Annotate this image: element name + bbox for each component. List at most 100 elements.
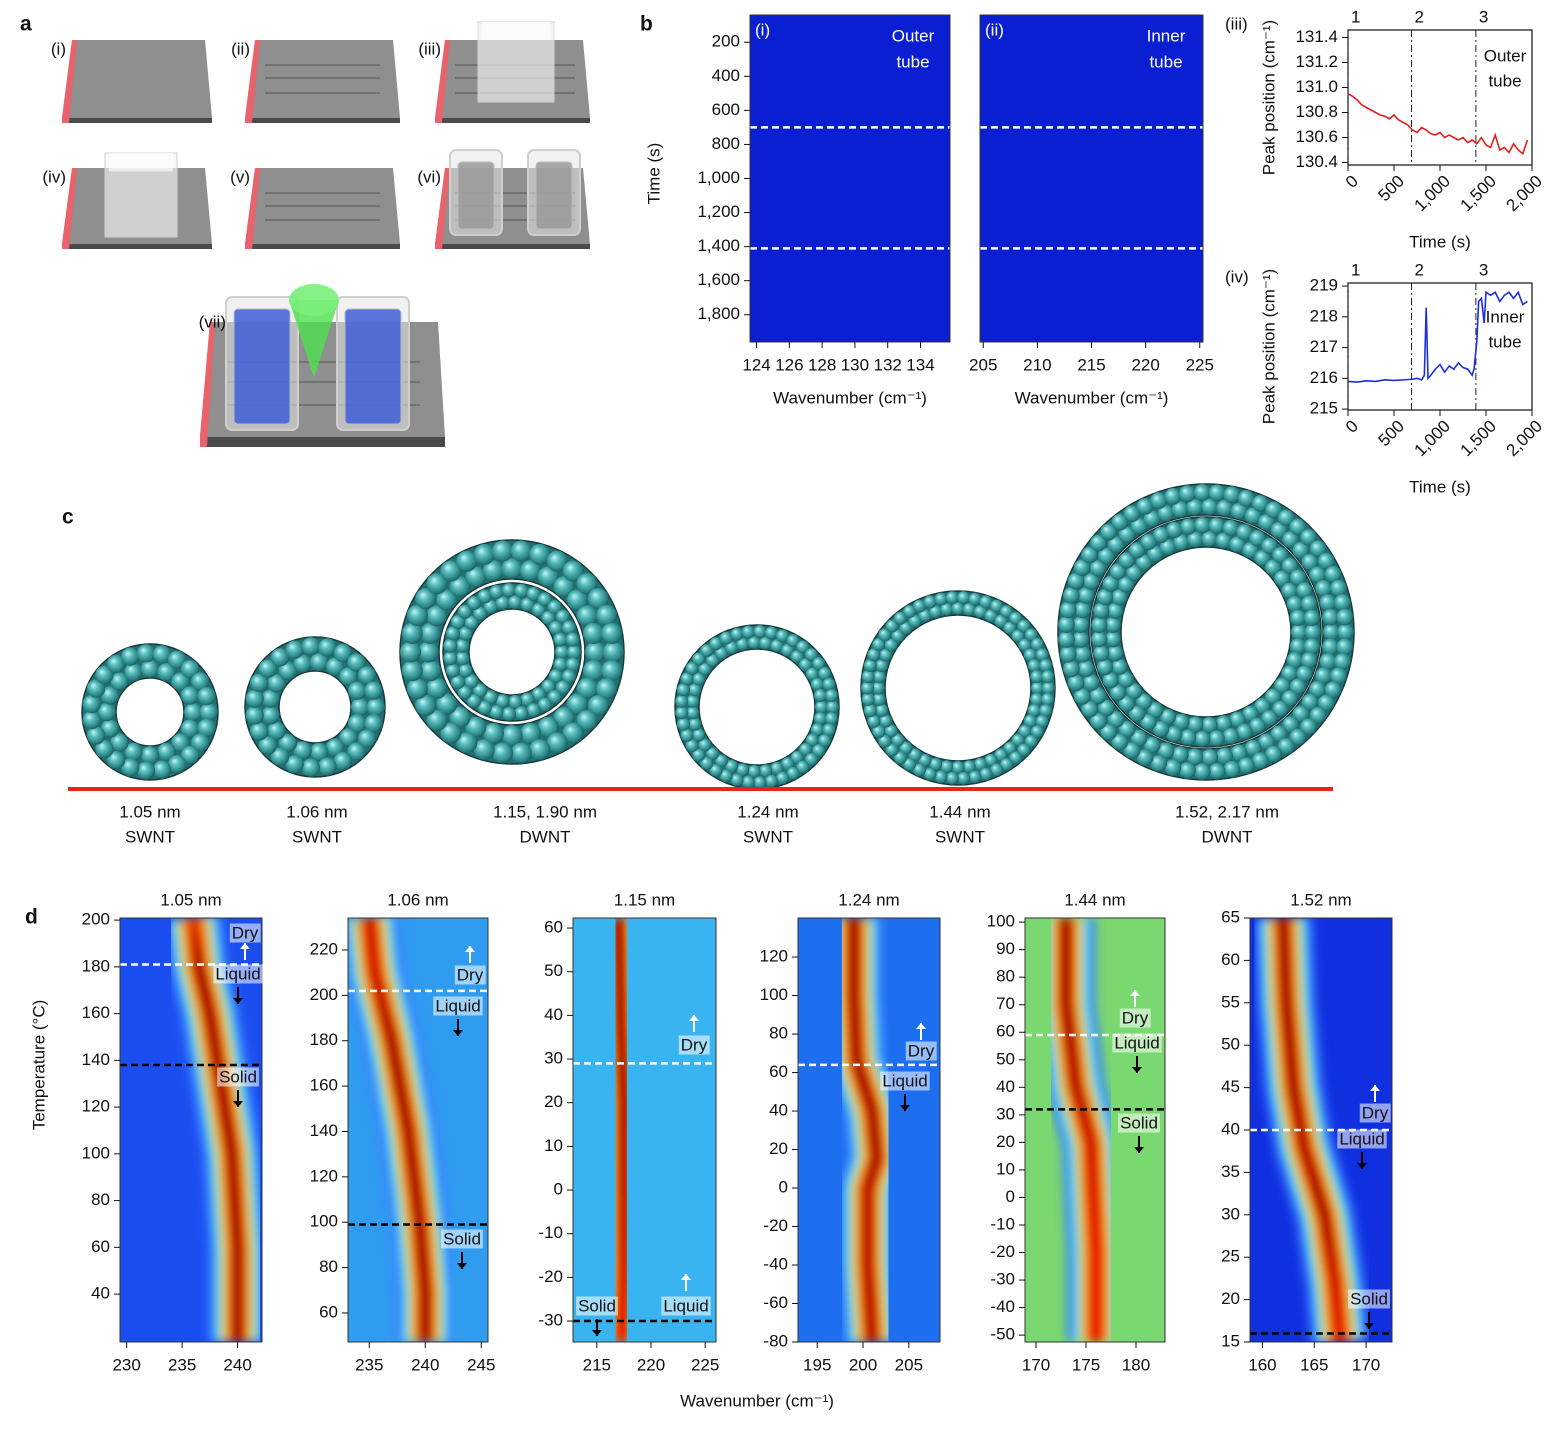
phase-arrow-head xyxy=(592,1330,602,1336)
atom xyxy=(1289,638,1307,655)
phase-label-box xyxy=(576,1296,618,1316)
atom xyxy=(473,739,495,761)
y-tick-label: 0 xyxy=(779,1178,788,1197)
x-tick-label: 1,000 xyxy=(1410,417,1454,461)
y-tick-label: 65 xyxy=(1221,907,1240,926)
atom xyxy=(157,742,176,762)
atom xyxy=(1082,573,1100,590)
atom xyxy=(1003,621,1017,635)
atom xyxy=(1140,533,1157,550)
atom xyxy=(825,712,839,726)
atom xyxy=(250,673,269,692)
atom xyxy=(984,609,998,623)
atom xyxy=(1289,728,1307,746)
y-tick-label: 130.4 xyxy=(1295,152,1338,171)
atom xyxy=(1024,734,1038,748)
y-tick-label: 50 xyxy=(996,1049,1015,1068)
atom xyxy=(1096,658,1114,676)
atom xyxy=(818,734,832,747)
atom xyxy=(764,774,778,788)
atom xyxy=(124,742,143,762)
atom xyxy=(464,615,479,630)
x-tick-label: 225 xyxy=(1186,355,1214,374)
step-label: (iv) xyxy=(42,167,66,186)
x-tick-label: 200 xyxy=(849,1355,877,1374)
atom xyxy=(861,670,875,684)
atom xyxy=(1208,517,1225,534)
atom xyxy=(576,709,598,731)
chart-tag: (ii) xyxy=(985,20,1004,39)
atom xyxy=(1105,631,1122,648)
atom xyxy=(152,760,172,779)
atom xyxy=(106,750,126,770)
y-tick-label: 1,000 xyxy=(697,168,740,187)
atom xyxy=(482,560,504,582)
substrate-top xyxy=(62,40,212,118)
y-tick-label: -40 xyxy=(763,1254,788,1273)
atom xyxy=(790,750,804,764)
phase-label: Solid xyxy=(219,1067,257,1086)
x-tick-label: 0 xyxy=(1342,172,1362,192)
atom xyxy=(1118,720,1136,738)
atom xyxy=(406,678,428,700)
substrate-side xyxy=(200,437,445,447)
atom xyxy=(1281,582,1298,599)
heatmap-peak xyxy=(348,918,455,1342)
atom xyxy=(1216,747,1233,765)
peak-band xyxy=(364,918,430,1342)
atom xyxy=(1143,736,1161,754)
phase-label-box xyxy=(441,1229,483,1249)
atom xyxy=(688,717,702,731)
atom xyxy=(1027,659,1041,673)
atom xyxy=(1143,510,1161,528)
y-tick-label: -40 xyxy=(990,1297,1015,1316)
atom xyxy=(893,751,907,765)
atom xyxy=(1173,713,1190,730)
atom xyxy=(1270,725,1288,743)
y-tick-label: 60 xyxy=(996,1022,1015,1041)
atom xyxy=(1229,536,1246,553)
y-tick-label: 40 xyxy=(1221,1119,1240,1138)
y-tick-label: -60 xyxy=(763,1293,788,1312)
plot-frame xyxy=(347,917,489,1343)
phase-label: Liquid xyxy=(215,964,260,983)
y-tick-label: 1,600 xyxy=(697,270,740,289)
phase-arrow-head xyxy=(1134,1147,1144,1153)
atom xyxy=(267,721,286,740)
atom xyxy=(781,643,795,657)
atom xyxy=(1230,502,1248,520)
atom xyxy=(261,706,280,725)
x-axis-title: Wavenumber (cm⁻¹) xyxy=(1015,388,1169,407)
phase-arrow-head xyxy=(1357,1163,1367,1169)
y-tick-label: 40 xyxy=(544,1005,563,1024)
atom xyxy=(770,639,784,653)
atom xyxy=(1059,601,1077,619)
atom xyxy=(884,724,898,738)
atom xyxy=(347,742,366,761)
atom xyxy=(566,693,588,715)
atom xyxy=(1319,653,1337,670)
pdms-well xyxy=(233,308,291,425)
atom xyxy=(934,770,948,784)
atom xyxy=(875,659,889,673)
stage-label: 1 xyxy=(1351,260,1360,279)
atom xyxy=(1117,576,1135,593)
y-tick-label: 80 xyxy=(769,1024,788,1043)
atom xyxy=(440,722,462,744)
atom xyxy=(1187,716,1204,733)
atom xyxy=(1062,586,1080,604)
atom xyxy=(553,657,568,672)
atom xyxy=(95,739,114,759)
phase-label-box xyxy=(229,923,261,943)
atom xyxy=(1337,623,1354,641)
atom xyxy=(929,605,943,619)
y-tick-label: 200 xyxy=(310,985,338,1004)
atom xyxy=(1152,526,1170,544)
atom xyxy=(184,702,203,722)
atom xyxy=(770,761,784,775)
atom xyxy=(171,733,190,752)
y-tick-label: 120 xyxy=(760,947,788,966)
atom xyxy=(1281,665,1298,682)
atom xyxy=(872,681,886,695)
x-tick-label: 225 xyxy=(691,1355,719,1374)
